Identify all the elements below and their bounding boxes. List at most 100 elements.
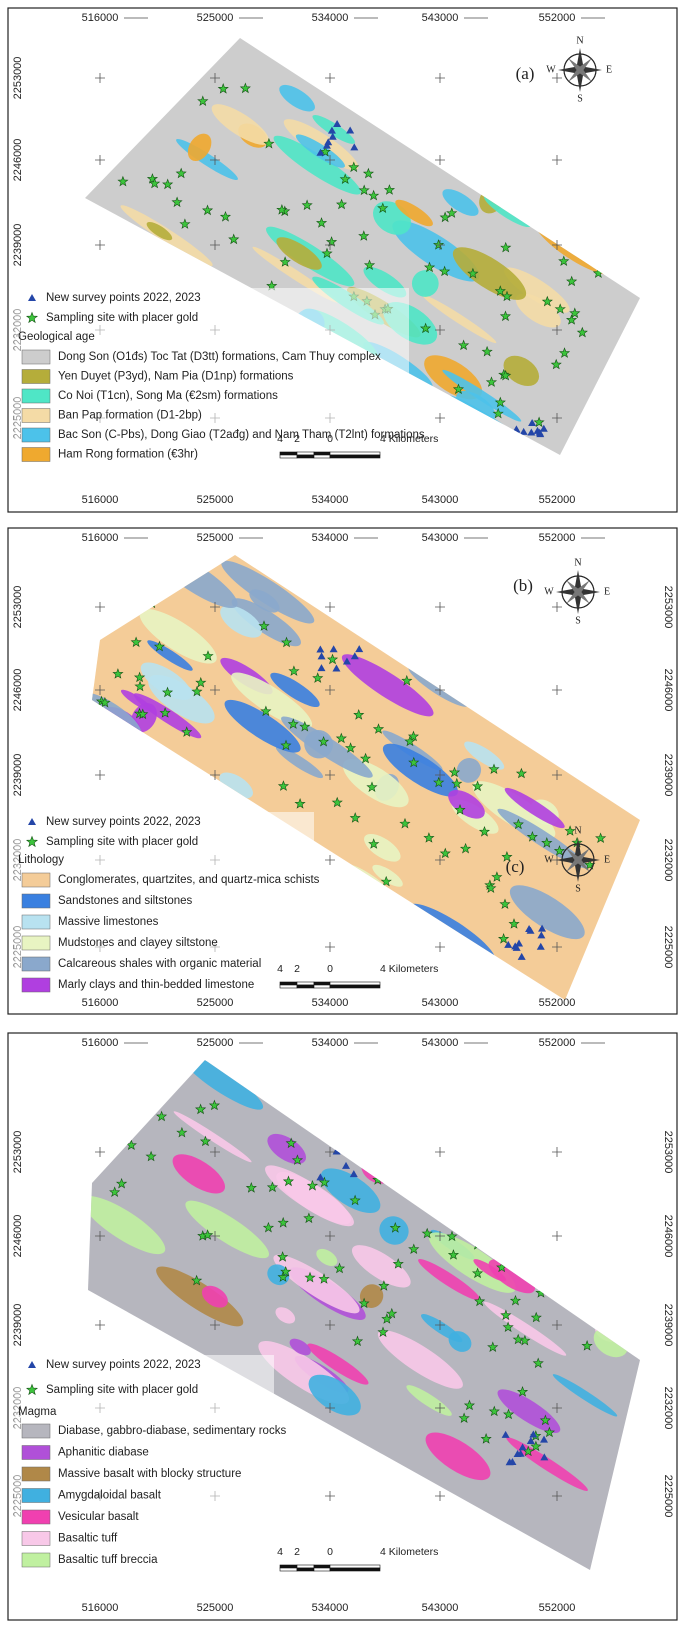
scale-segment	[280, 985, 297, 988]
scale-segment	[330, 985, 380, 988]
legend-label: New survey points 2022, 2023	[46, 1359, 201, 1371]
x-coordinate: 534000	[312, 1037, 349, 1049]
compass-letter: E	[606, 64, 612, 75]
y-coordinate: 2253000	[662, 586, 674, 629]
x-coordinate: 534000	[312, 12, 349, 24]
legend-label: Sampling site with placer gold	[46, 836, 198, 848]
legend-swatch	[22, 350, 50, 364]
legend-swatch	[22, 1553, 50, 1567]
x-coordinate: 516000	[82, 1602, 119, 1614]
legend-label: Ham Rong formation (€3hr)	[58, 449, 198, 461]
scale-label: 2	[294, 433, 300, 445]
scale-segment	[314, 985, 330, 988]
legend-swatch	[22, 409, 50, 423]
scale-segment	[297, 982, 314, 985]
compass-letter: W	[544, 854, 554, 865]
legend-swatch	[22, 1424, 50, 1438]
x-coordinate: 543000	[422, 532, 459, 544]
legend-swatch	[22, 936, 50, 950]
x-coordinate: 534000	[312, 997, 349, 1009]
y-coordinate: 2253000	[662, 1131, 674, 1174]
scale-segment	[280, 1565, 297, 1568]
x-coordinate: 534000	[312, 532, 349, 544]
compass-letter: N	[576, 35, 583, 46]
legend-label: Sandstones and siltstones	[58, 895, 193, 907]
compass-letter: W	[544, 586, 554, 597]
y-coordinate: 2253000	[12, 1131, 24, 1174]
scale-label: 4	[277, 963, 283, 975]
legend-swatch	[22, 1532, 50, 1546]
x-coordinate: 525000	[197, 12, 234, 24]
legend-label: Co Noi (T1cn), Song Ma (€2sm) formations	[58, 390, 278, 402]
legend-swatch	[22, 978, 50, 992]
legend-label: Sampling site with placer gold	[46, 1384, 198, 1396]
x-coordinate: 552000	[539, 997, 576, 1009]
scale-segment	[314, 1565, 330, 1568]
compass-letter: W	[546, 64, 556, 75]
legend-label: Bac Son (C-Pbs), Dong Giao (T2ađg) and N…	[58, 429, 425, 441]
legend-label: Mudstones and clayey siltstone	[58, 937, 218, 949]
legend-swatch	[22, 915, 50, 929]
panel-label: (a)	[516, 64, 535, 83]
x-coordinate: 552000	[539, 494, 576, 506]
legend-label: New survey points 2022, 2023	[46, 292, 201, 304]
scale-label: 2	[294, 1546, 300, 1558]
compass-letter: E	[604, 854, 610, 865]
legend-title: Lithology	[18, 854, 64, 866]
scale-segment	[314, 982, 330, 985]
x-coordinate: 516000	[82, 494, 119, 506]
scale-segment	[280, 452, 297, 455]
y-coordinate: 2225000	[662, 1475, 674, 1518]
y-coordinate: 2239000	[12, 754, 24, 797]
y-coordinate: 2246000	[12, 1215, 24, 1258]
legend-swatch	[22, 389, 50, 403]
legend-title: Magma	[18, 1406, 57, 1418]
scale-label: 4 Kilometers	[380, 1546, 438, 1558]
legend-label: Ban Pap formation (D1-2bp)	[58, 410, 202, 422]
x-coordinate: 525000	[197, 532, 234, 544]
legend-swatch	[22, 873, 50, 887]
legend-label: Massive basalt with blocky structure	[58, 1468, 241, 1480]
compass-letter: E	[604, 586, 610, 597]
scale-label: 0	[327, 433, 333, 445]
x-coordinate: 543000	[422, 997, 459, 1009]
y-coordinate: 2239000	[662, 754, 674, 797]
legend-swatch	[22, 1446, 50, 1460]
y-coordinate: 2246000	[12, 669, 24, 712]
panel-label: (b)	[513, 576, 533, 595]
legend-label: Basaltic tuff	[58, 1533, 118, 1545]
compass-letter: S	[575, 615, 581, 626]
x-coordinate: 552000	[539, 1602, 576, 1614]
y-coordinate: 2253000	[12, 57, 24, 100]
figure: 516000 516000 525000 525000 534000 534000 5430…	[0, 0, 685, 1629]
y-coordinate: 2239000	[12, 1304, 24, 1347]
compass-letter: N	[574, 557, 581, 568]
legend-label: Aphanitic diabase	[58, 1447, 149, 1459]
y-coordinate: 2246000	[12, 139, 24, 182]
scale-segment	[314, 452, 330, 455]
panel-label: (c)	[506, 857, 525, 876]
scale-label: 0	[327, 963, 333, 975]
scale-segment	[314, 1568, 330, 1571]
x-coordinate: 543000	[422, 1037, 459, 1049]
legend-swatch	[22, 1489, 50, 1503]
map-panel: 5160005160005250005250005340005340005430…	[8, 8, 677, 512]
scale-segment	[297, 1568, 314, 1571]
legend-swatch	[22, 448, 50, 462]
legend-title: Geological age	[18, 331, 95, 343]
x-coordinate: 543000	[422, 12, 459, 24]
scale-segment	[330, 1565, 380, 1568]
scale-segment	[297, 452, 314, 455]
y-coordinate: 2225000	[662, 926, 674, 969]
legend-label: Dong Son (O1đs) Toc Tat (D3tt) formation…	[58, 351, 381, 363]
legend-label: Massive limestones	[58, 916, 159, 928]
scale-segment	[297, 455, 314, 458]
legend-label: Vesicular basalt	[58, 1511, 139, 1523]
scale-label: 4 Kilometers	[380, 963, 438, 975]
x-coordinate: 525000	[197, 1602, 234, 1614]
scale-segment	[314, 455, 330, 458]
legend-swatch	[22, 1467, 50, 1481]
legend-swatch	[22, 1510, 50, 1524]
legend-label: Amygdaloidal basalt	[58, 1490, 162, 1502]
legend-swatch	[22, 428, 50, 442]
